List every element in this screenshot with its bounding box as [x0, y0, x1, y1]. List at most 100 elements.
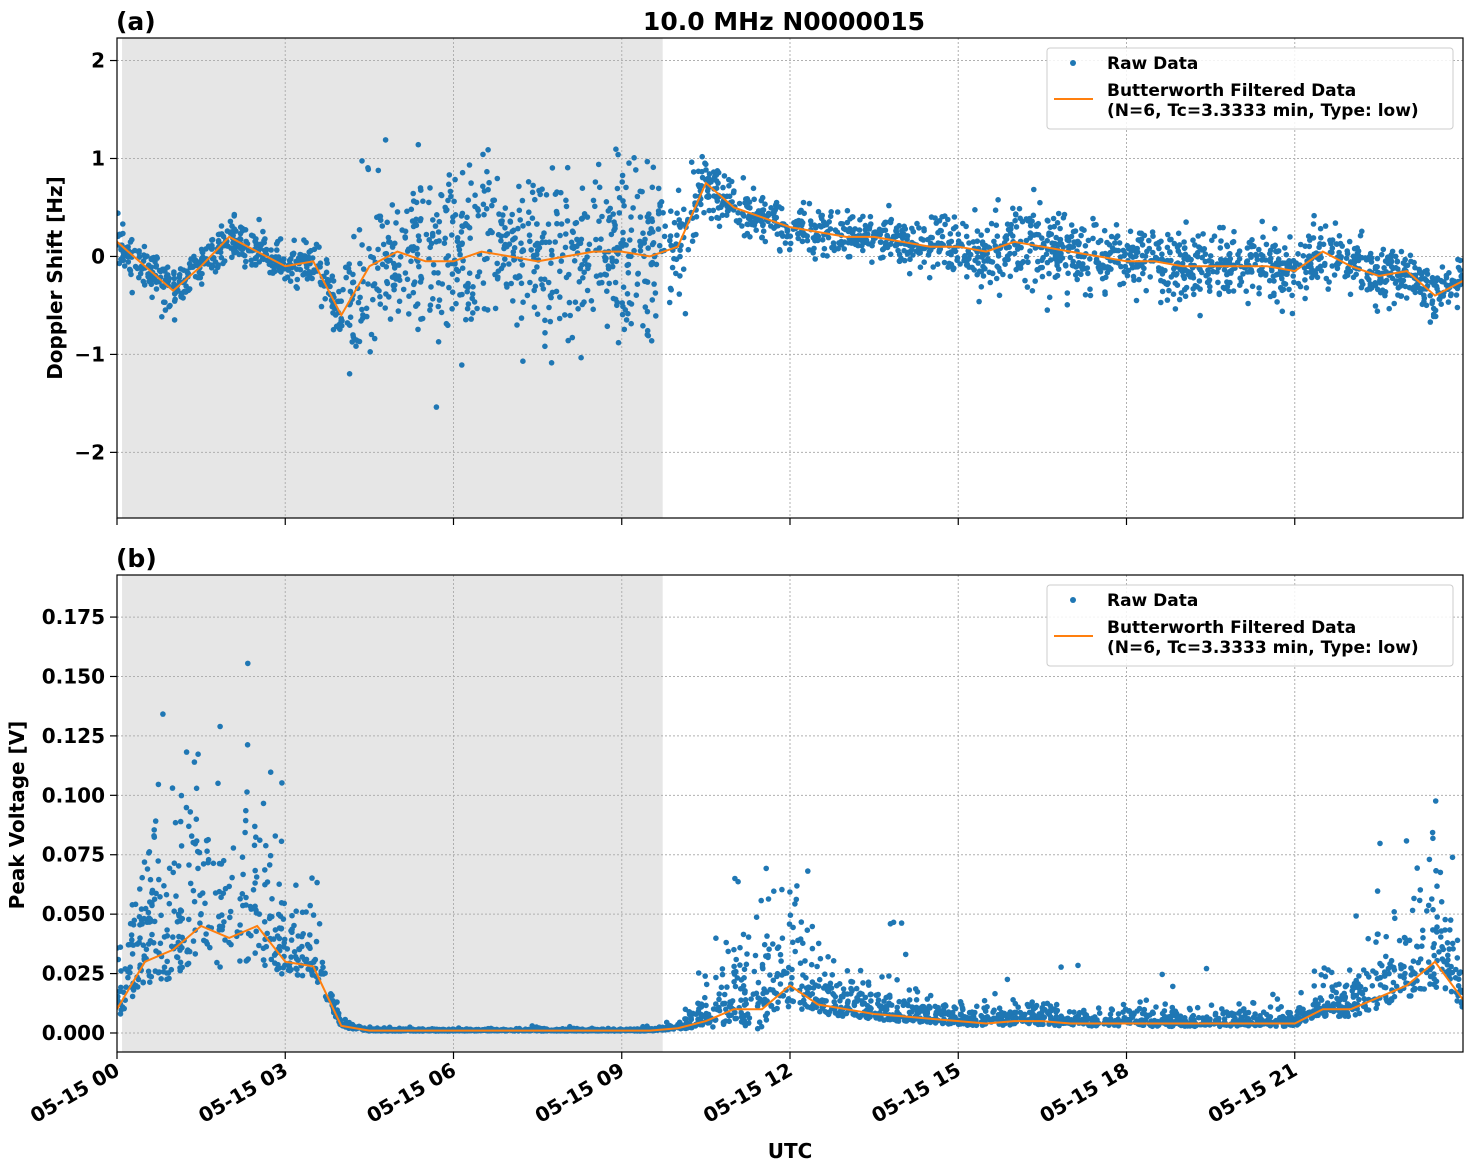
raw-data-point — [865, 979, 872, 985]
raw-data-point — [402, 235, 409, 241]
raw-data-point — [1104, 269, 1111, 276]
raw-data-point — [1196, 278, 1203, 284]
raw-data-point — [1023, 237, 1030, 244]
raw-data-point — [793, 896, 800, 903]
raw-data-point — [974, 271, 980, 278]
raw-data-point — [346, 269, 353, 275]
raw-data-point — [1032, 278, 1038, 284]
raw-data-point — [297, 266, 304, 273]
raw-data-point — [186, 862, 192, 868]
raw-data-point — [131, 917, 138, 924]
raw-data-point — [962, 253, 968, 259]
raw-data-point — [668, 242, 674, 249]
raw-data-point — [147, 876, 154, 883]
raw-data-point — [1434, 285, 1440, 292]
raw-data-point — [650, 164, 657, 171]
raw-data-point — [125, 974, 131, 981]
raw-data-point — [468, 316, 475, 322]
raw-data-point — [314, 879, 320, 886]
raw-data-point — [243, 894, 249, 901]
raw-data-point — [159, 266, 166, 273]
raw-data-point — [1091, 222, 1097, 228]
raw-data-point — [553, 288, 560, 295]
raw-data-point — [1121, 269, 1128, 275]
raw-data-point — [117, 945, 120, 951]
raw-data-point — [1045, 1009, 1051, 1015]
raw-data-point — [883, 1003, 889, 1010]
raw-data-point — [1147, 274, 1153, 280]
raw-data-point — [117, 210, 121, 216]
raw-data-point — [586, 241, 593, 248]
panel-b-label: (b) — [116, 544, 157, 573]
raw-data-point — [353, 337, 359, 343]
raw-data-point — [530, 182, 536, 189]
raw-data-point — [1381, 969, 1388, 975]
raw-data-point — [474, 305, 480, 312]
raw-data-point — [625, 310, 631, 317]
raw-data-point — [420, 198, 426, 204]
raw-data-point — [146, 278, 152, 285]
raw-data-point — [1026, 215, 1033, 222]
raw-data-point — [1440, 293, 1447, 299]
raw-data-point — [364, 313, 370, 320]
raw-data-point — [464, 305, 471, 312]
raw-data-point — [1204, 279, 1211, 286]
raw-data-point — [633, 292, 640, 299]
raw-data-point — [1432, 307, 1439, 314]
raw-data-point — [281, 900, 288, 907]
raw-data-point — [1270, 273, 1277, 280]
raw-data-point — [464, 214, 470, 221]
raw-data-point — [926, 274, 933, 281]
x-tick-label: 05-15 00 — [26, 1058, 124, 1128]
raw-data-point — [917, 264, 924, 271]
y-tick-label: 0 — [91, 244, 105, 268]
raw-data-point — [449, 232, 455, 238]
raw-data-point — [777, 248, 783, 254]
raw-data-point — [703, 981, 710, 988]
raw-data-point — [1127, 251, 1133, 258]
raw-data-point — [322, 970, 328, 976]
raw-data-point — [212, 259, 219, 265]
raw-data-point — [243, 807, 249, 814]
raw-data-point — [1150, 249, 1156, 256]
raw-data-point — [792, 948, 798, 955]
raw-data-point — [851, 1011, 857, 1017]
raw-data-point — [129, 236, 135, 243]
raw-data-point — [942, 213, 948, 219]
raw-data-point — [669, 264, 676, 271]
raw-data-point — [985, 244, 992, 250]
raw-data-point — [1005, 226, 1012, 233]
raw-data-point — [1242, 1009, 1249, 1016]
raw-data-point — [1167, 249, 1173, 255]
raw-data-point — [1298, 989, 1304, 996]
raw-data-point — [237, 244, 243, 251]
raw-data-point — [738, 1009, 744, 1016]
raw-data-point — [1134, 1008, 1140, 1014]
raw-data-point — [230, 845, 237, 851]
raw-data-point — [731, 979, 737, 985]
raw-data-point — [519, 197, 526, 204]
raw-data-point — [677, 273, 683, 279]
raw-data-point — [1139, 252, 1146, 259]
raw-data-point — [214, 959, 220, 966]
raw-data-point — [688, 159, 695, 165]
raw-data-point — [177, 818, 184, 825]
raw-data-point — [1224, 279, 1230, 285]
raw-data-point — [1121, 253, 1127, 259]
raw-data-point — [202, 900, 208, 907]
raw-data-point — [1048, 231, 1055, 237]
raw-data-point — [1158, 277, 1164, 284]
raw-data-point — [814, 963, 820, 970]
raw-data-point — [410, 289, 417, 296]
raw-data-point — [1256, 290, 1262, 297]
raw-data-point — [1012, 217, 1018, 224]
raw-data-point — [1064, 237, 1071, 243]
raw-data-point — [244, 742, 251, 748]
raw-data-point — [415, 141, 422, 148]
raw-data-point — [262, 867, 268, 873]
raw-data-point — [229, 874, 235, 881]
raw-data-point — [229, 254, 235, 261]
raw-data-point — [518, 315, 525, 321]
raw-data-point — [280, 257, 286, 264]
raw-data-point — [878, 239, 884, 245]
